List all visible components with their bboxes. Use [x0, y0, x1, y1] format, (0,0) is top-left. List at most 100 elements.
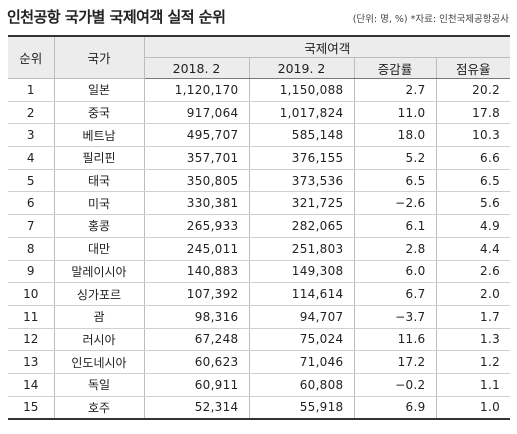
cell-rank: 13	[8, 350, 54, 374]
table-row: 7 홍콩 265,933 282,065 6.1 4.9	[8, 214, 511, 238]
cell-2018: 357,701	[143, 146, 249, 170]
cell-2018: 107,392	[143, 282, 249, 306]
cell-country: 인도네시아	[53, 350, 144, 374]
cell-rank: 5	[8, 169, 54, 193]
cell-change: 18.0	[353, 123, 436, 148]
table-row: 2 중국 917,064 1,017,824 11.0 17.8	[8, 101, 511, 125]
cell-country: 필리핀	[53, 146, 144, 170]
header-rank: 순위	[8, 36, 54, 79]
cell-2019: 321,725	[248, 191, 354, 216]
table-row: 15 호주 52,314 55,918 6.9 1.0	[8, 396, 511, 420]
cell-change: 6.1	[353, 214, 436, 238]
cell-share: 1.3	[435, 328, 511, 352]
cell-share: 2.0	[435, 282, 511, 306]
cell-2019: 149,308	[248, 260, 354, 284]
cell-2018: 265,933	[143, 214, 249, 238]
header-share: 점유율	[435, 57, 511, 79]
cell-rank: 15	[23, 400, 39, 415]
cell-change: 6.0	[353, 260, 436, 284]
cell-change: 11.0	[353, 101, 436, 125]
cell-2018: 330,381	[143, 191, 249, 216]
cell-country: 중국	[53, 101, 144, 125]
cell-2018: 1,120,170	[143, 78, 249, 102]
cell-2018: 52,314	[143, 396, 249, 420]
cell-2019: 282,065	[248, 214, 354, 238]
header-2019: 2019. 2	[248, 57, 354, 79]
cell-2019: 75,024	[248, 328, 354, 352]
cell-share: 4.4	[435, 237, 511, 261]
cell-share: 10.3	[435, 123, 511, 148]
cell-share: 1.0	[435, 396, 511, 420]
table-row: 4 필리핀 357,701 376,155 5.2 6.6	[8, 146, 511, 170]
header-2018: 2018. 2	[143, 57, 249, 79]
cell-country: 미국	[53, 191, 144, 216]
cell-rank: 4	[8, 146, 54, 170]
cell-country: 일본	[53, 78, 144, 102]
cell-share: 6.5	[435, 169, 511, 193]
cell-rank: 6	[8, 191, 54, 216]
cell-change: 5.2	[353, 146, 436, 170]
cell-country: 호주	[53, 396, 144, 420]
cell-2018: 245,011	[143, 237, 249, 261]
table-row: 8 대만 245,011 251,803 2.8 4.4	[8, 237, 511, 261]
cell-change: −3.7	[353, 305, 436, 329]
cell-2019: 94,707	[248, 305, 354, 329]
cell-country: 독일	[53, 373, 144, 397]
cell-country: 베트남	[53, 123, 144, 148]
cell-2019: 114,614	[248, 282, 354, 306]
cell-rank: 9	[8, 260, 54, 284]
table-row: 13 인도네시아 60,623 71,046 17.2 1.2	[8, 350, 511, 374]
cell-change: 2.8	[353, 237, 436, 261]
cell-share: 1.1	[435, 373, 511, 397]
table-header: 순위 국가 국제여객 2018. 2 2019. 2 증감률 점유율	[8, 36, 511, 79]
cell-change: 2.7	[353, 78, 436, 102]
table-title: 인천공항 국가별 국제여객 실적 순위	[7, 8, 226, 26]
table-row: 14 독일 60,911 60,808 −0.2 1.1	[8, 373, 511, 397]
cell-rank: 1	[8, 78, 54, 102]
cell-change: −0.2	[353, 373, 436, 397]
cell-2019: 1,017,824	[248, 101, 354, 125]
cell-country: 러시아	[53, 328, 144, 352]
cell-country: 말레이시아	[53, 260, 144, 284]
cell-2018: 917,064	[143, 101, 249, 125]
cell-change: 17.2	[353, 350, 436, 374]
cell-2018: 140,883	[143, 260, 249, 284]
unit-source-note: (단위: 명, %) *자료: 인천국제공항공사	[352, 14, 509, 25]
table-row: 3 베트남 495,707 585,148 18.0 10.3	[8, 123, 511, 148]
cell-2019: 376,155	[248, 146, 354, 170]
cell-change: 6.7	[353, 282, 436, 306]
cell-2018: 495,707	[143, 123, 249, 148]
cell-country: 싱가포르	[53, 282, 144, 306]
header-change: 증감률	[353, 57, 436, 79]
cell-country: 대만	[53, 237, 144, 261]
cell-2018: 60,623	[143, 350, 249, 374]
header-group: 국제여객	[143, 36, 511, 58]
cell-2019: 585,148	[248, 123, 354, 148]
cell-2019: 373,536	[248, 169, 354, 193]
cell-rank: 10	[8, 282, 54, 306]
table-row: 1 일본 1,120,170 1,150,088 2.7 20.2	[8, 78, 511, 102]
cell-share: 20.2	[435, 78, 511, 102]
cell-share: 1.2	[435, 350, 511, 374]
passenger-ranking-table: 순위 국가 국제여객 2018. 2 2019. 2 증감률 점유율 1 일본 1,…	[8, 35, 511, 421]
cell-country: 괌	[53, 305, 144, 329]
table-row: 6 미국 330,381 321,725 −2.6 5.6	[8, 191, 511, 216]
cell-country: 홍콩	[53, 214, 144, 238]
cell-2018: 350,805	[143, 169, 249, 193]
cell-change: 6.9	[353, 396, 436, 420]
cell-rank: 8	[8, 237, 54, 261]
table-row: 11 괌 98,316 94,707 −3.7 1.7	[8, 305, 511, 329]
cell-2018: 60,911	[143, 373, 249, 397]
cell-2019: 55,918	[248, 396, 354, 420]
cell-2019: 71,046	[248, 350, 354, 374]
cell-2018: 98,316	[143, 305, 249, 329]
cell-change: 6.5	[353, 169, 436, 193]
table-row: 12 러시아 67,248 75,024 11.6 1.3	[8, 328, 511, 352]
cell-change: −2.6	[353, 191, 436, 216]
cell-share: 6.6	[435, 146, 511, 170]
cell-2019: 60,808	[248, 373, 354, 397]
cell-2019: 251,803	[248, 237, 354, 261]
cell-rank: 12	[8, 328, 54, 352]
table-row: 9 말레이시아 140,883 149,308 6.0 2.6	[8, 260, 511, 284]
